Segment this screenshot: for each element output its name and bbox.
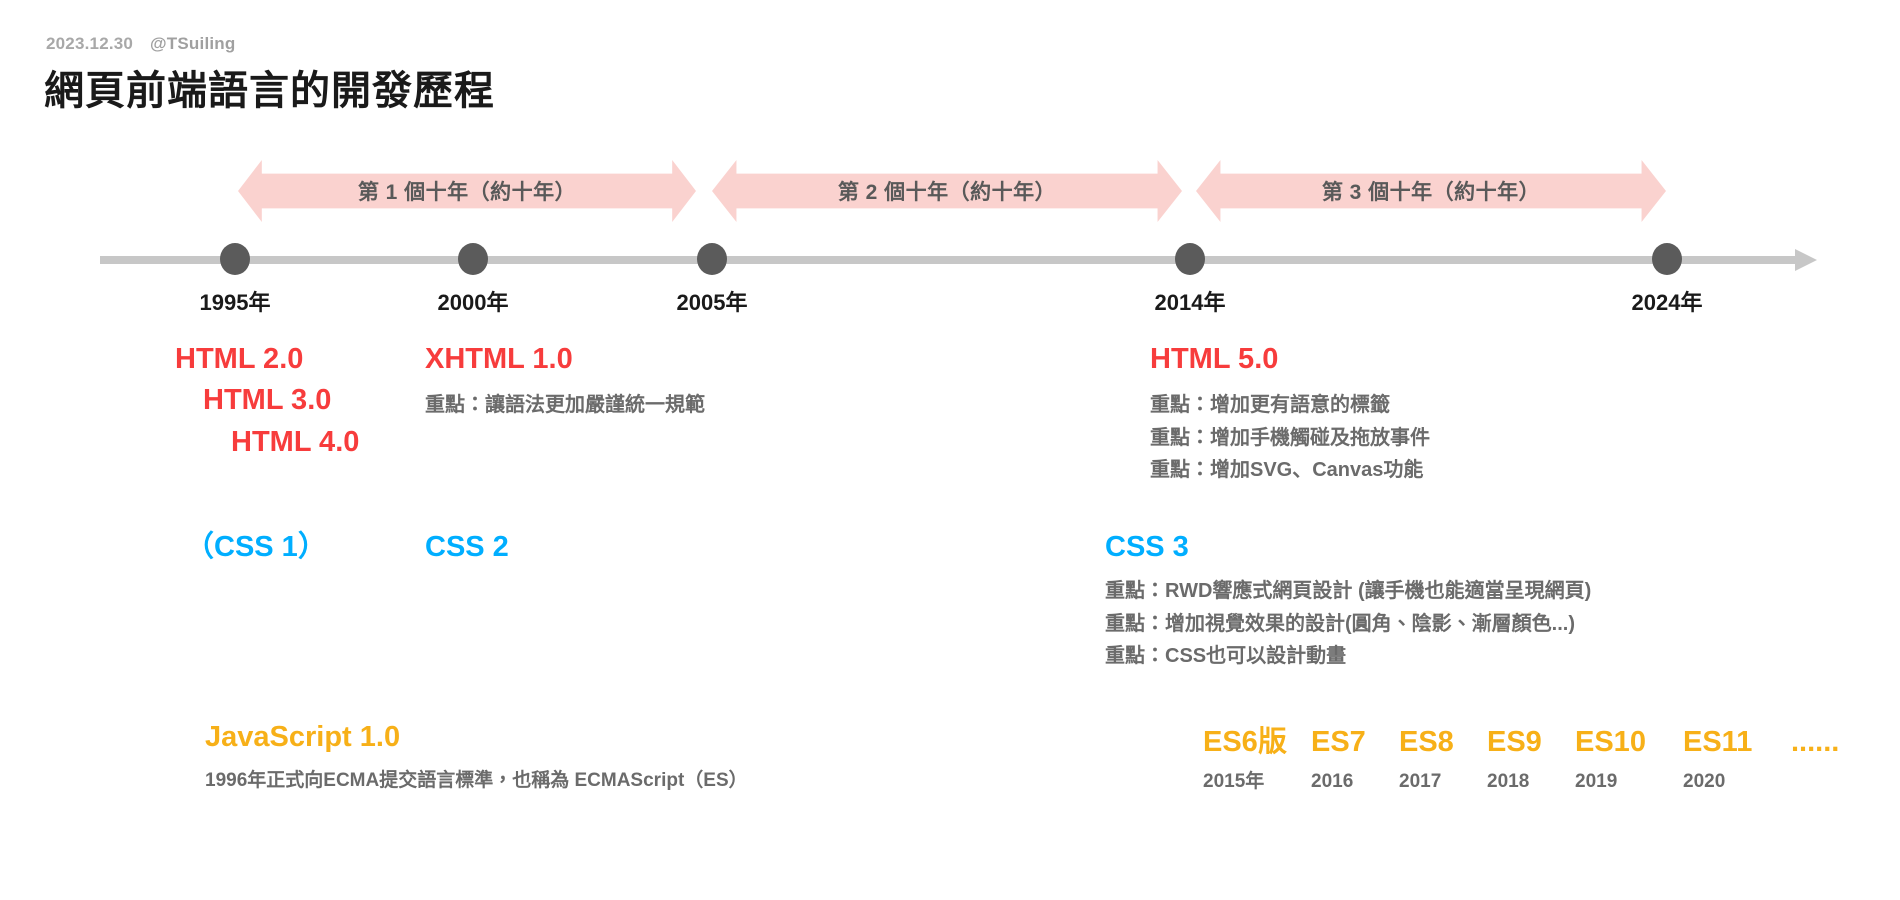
- timeline-year-label: 1995年: [199, 290, 271, 315]
- es-name-row: ES6版 ES7 ES8 ES9 ES10 ES11......: [1203, 718, 1891, 760]
- es-version-year: 2020: [1683, 771, 1726, 792]
- es-version-name: ES9: [1487, 726, 1542, 758]
- xhtml-title: XHTML 1.0: [425, 343, 573, 375]
- timeline-dot-2000年: [458, 243, 488, 275]
- html5-block: HTML 5.0 重點：增加更有語意的標籤重點：增加手機觸碰及拖放事件 重點：增加…: [1150, 340, 1430, 486]
- es-version-year: 2015年: [1203, 771, 1265, 792]
- axis-line: [100, 256, 1800, 264]
- timeline-year-label: 2014年: [1154, 290, 1226, 315]
- decade-arrow-3: 第 3 個十年（約十年）: [1196, 160, 1666, 222]
- note-line: 重點：CSS也可以設計動畫: [1105, 645, 1347, 668]
- es-version-year: 2018: [1487, 771, 1530, 792]
- html-2-label: HTML 2.0: [175, 343, 304, 375]
- es-version-year: 2016: [1311, 771, 1354, 792]
- timeline-year-label: 2024年: [1631, 290, 1703, 315]
- decade-arrow-2: 第 2 個十年（約十年）: [712, 160, 1182, 222]
- html5-note-list: 重點：增加更有語意的標籤重點：增加手機觸碰及拖放事件 重點：增加SVG、Canva…: [1150, 389, 1430, 486]
- es-version-name: ES10: [1575, 726, 1646, 758]
- html-early-block: HTML 2.0 HTML 3.0 HTML 4.0: [175, 340, 359, 461]
- page-title: 網頁前端語言的開發歷程: [44, 69, 495, 113]
- es-year-row: 2015年 2016 2017 2018 2019 2020: [1203, 766, 1891, 793]
- es-version-year: 2017: [1399, 771, 1442, 792]
- css2-label: CSS 2: [425, 531, 509, 563]
- es-version-name: ES6版: [1203, 726, 1287, 758]
- decade-arrow-label: 第 2 個十年（約十年）: [837, 181, 1057, 204]
- timeline-dot-2005年: [697, 243, 727, 275]
- note-line: 重點：增加SVG、Canvas功能: [1150, 459, 1424, 482]
- javascript-title: JavaScript 1.0: [205, 721, 401, 753]
- timeline-dot-1995年: [220, 243, 250, 275]
- es-version-name: ES7: [1311, 726, 1366, 758]
- es-version-name: ......: [1791, 726, 1840, 758]
- es-version-name: ES8: [1399, 726, 1454, 758]
- timeline-dot-2014年: [1175, 243, 1205, 275]
- es-version-name: ES11: [1683, 726, 1753, 758]
- css3-block: CSS 3 重點：RWD響應式網頁設計 (讓手機也能適當呈現網頁) 重點：增加視覺…: [1105, 528, 1591, 672]
- es-versions-block: ES6版 ES7 ES8 ES9 ES10 ES11...... 2015年 2016 201…: [1203, 718, 1891, 793]
- html-4-label: HTML 4.0: [231, 425, 360, 458]
- decade-arrow-1: 第 1 個十年（約十年）: [238, 160, 696, 222]
- timeline-year-label: 2000年: [437, 290, 509, 315]
- css2-block: CSS 2: [425, 528, 509, 566]
- css1-label: （CSS 1）: [185, 531, 327, 563]
- css3-title: CSS 3: [1105, 531, 1189, 563]
- css1-block: （CSS 1）: [185, 528, 327, 566]
- byline: 2023.12.30 @TSuiling: [46, 34, 235, 54]
- timeline-year-label: 2005年: [676, 290, 748, 315]
- byline-handle: @TSuiling: [150, 34, 236, 53]
- note-line: 重點：RWD響應式網頁設計 (讓手機也能適當呈現網頁): [1105, 580, 1592, 603]
- javascript-note: 1996年正式向ECMA提交語言標準，也稱為 ECMAScript（ES）: [205, 770, 748, 792]
- xhtml-block: XHTML 1.0 重點：讓語法更加嚴謹統一規範: [425, 340, 705, 422]
- timeline-axis: 1995年 2000年 2005年 2014年 2024年: [0, 243, 1900, 315]
- note-line: 重點：增加視覺效果的設計(圓角、陰影、漸層顏色...): [1105, 612, 1575, 635]
- css3-note-list: 重點：RWD響應式網頁設計 (讓手機也能適當呈現網頁) 重點：增加視覺效果的設計(…: [1105, 575, 1591, 672]
- xhtml-note: 重點：讓語法更加嚴謹統一規範: [425, 394, 705, 417]
- javascript-block: JavaScript 1.0 1996年正式向ECMA提交語言標準，也稱為 EC…: [205, 718, 748, 797]
- note-line: 重點：增加手機觸碰及拖放事件: [1150, 426, 1430, 449]
- es-version-year: 2019: [1575, 771, 1618, 792]
- html5-title: HTML 5.0: [1150, 343, 1279, 375]
- decade-arrow-label: 第 3 個十年（約十年）: [1321, 181, 1541, 204]
- decade-arrow-band: 第 1 個十年（約十年） 第 2 個十年（約十年） 第 3 個十年（約十年）: [0, 160, 1900, 222]
- note-line: 重點：增加更有語意的標籤: [1150, 394, 1390, 417]
- html-3-label: HTML 3.0: [203, 384, 332, 417]
- axis-arrowhead-icon: [1795, 249, 1817, 271]
- decade-arrow-label: 第 1 個十年（約十年）: [357, 181, 577, 204]
- byline-date: 2023.12.30: [46, 34, 134, 53]
- timeline-dot-2024年: [1652, 243, 1682, 275]
